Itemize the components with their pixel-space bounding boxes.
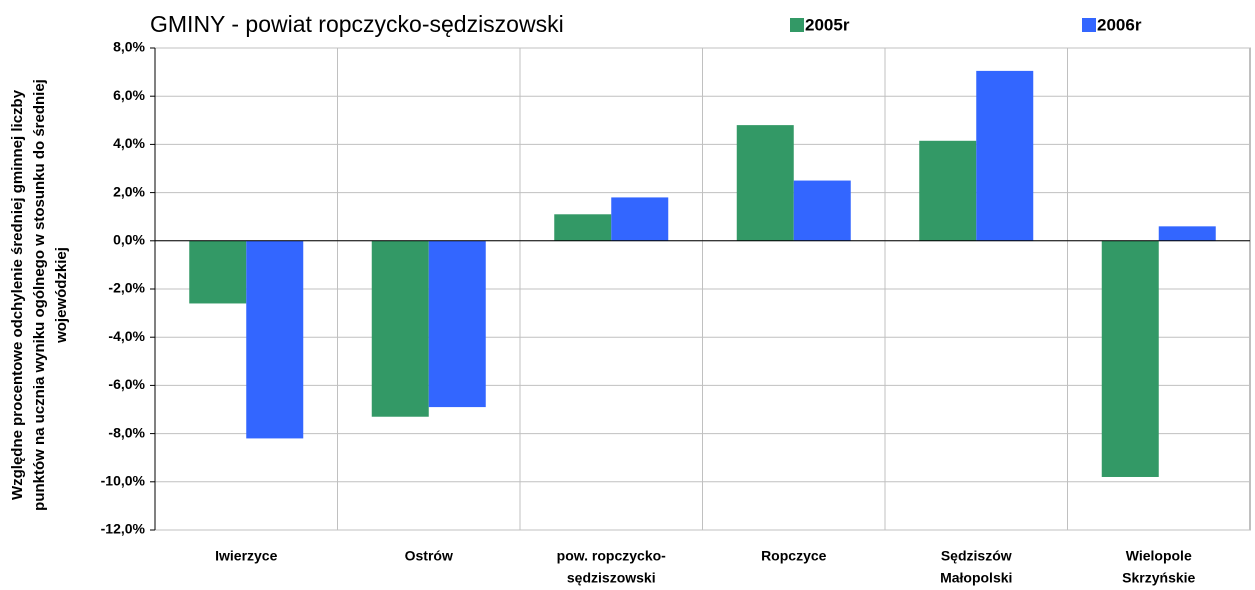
x-tick-label: sędziszowski bbox=[567, 570, 656, 586]
bar bbox=[1158, 226, 1216, 241]
legend-swatch bbox=[790, 18, 804, 32]
bar bbox=[189, 240, 247, 304]
bar bbox=[736, 125, 794, 241]
bar bbox=[1101, 240, 1159, 477]
bar bbox=[919, 140, 977, 241]
legend-label: 2005r bbox=[805, 15, 850, 34]
y-tick-label: -12,0% bbox=[101, 521, 146, 537]
bar bbox=[611, 197, 669, 241]
y-tick-label: 6,0% bbox=[113, 87, 145, 103]
x-tick-label: Sędziszów bbox=[941, 548, 1012, 564]
y-tick-label: -8,0% bbox=[108, 424, 145, 440]
y-axis-label: Względne procentowe odchylenie średniej … bbox=[9, 79, 70, 511]
y-tick-label: 8,0% bbox=[113, 39, 145, 55]
bar bbox=[976, 70, 1034, 241]
bar bbox=[371, 240, 429, 417]
y-tick-label: -2,0% bbox=[108, 280, 145, 296]
y-tick-label: -6,0% bbox=[108, 376, 145, 392]
x-tick-label: Wielopole bbox=[1126, 548, 1192, 564]
x-tick-label: Iwierzyce bbox=[215, 548, 277, 564]
bar bbox=[428, 240, 486, 408]
x-tick-label: Ropczyce bbox=[761, 548, 827, 564]
x-tick-label: Małopolski bbox=[940, 570, 1012, 586]
bar bbox=[246, 240, 304, 439]
legend-swatch bbox=[1082, 18, 1096, 32]
bar bbox=[793, 180, 851, 241]
y-axis-label-line: wojewódzkiej bbox=[53, 247, 70, 344]
x-tick-label: Ostrów bbox=[405, 548, 453, 564]
legend-label: 2006r bbox=[1097, 15, 1142, 34]
y-tick-label: -10,0% bbox=[101, 473, 146, 489]
y-axis-label-line: punktów na ucznia wyniku ogólnego w stos… bbox=[31, 79, 48, 511]
bar bbox=[554, 214, 612, 241]
x-tick-label: pow. ropczycko- bbox=[557, 548, 667, 564]
y-tick-label: 4,0% bbox=[113, 135, 145, 151]
y-tick-label: -4,0% bbox=[108, 328, 145, 344]
chart-title: GMINY - powiat ropczycko-sędziszowski bbox=[150, 11, 564, 37]
y-tick-label: 0,0% bbox=[113, 232, 145, 248]
y-tick-label: 2,0% bbox=[113, 183, 145, 199]
x-tick-label: Skrzyńskie bbox=[1122, 570, 1195, 586]
y-axis-label-line: Względne procentowe odchylenie średniej … bbox=[9, 89, 26, 500]
